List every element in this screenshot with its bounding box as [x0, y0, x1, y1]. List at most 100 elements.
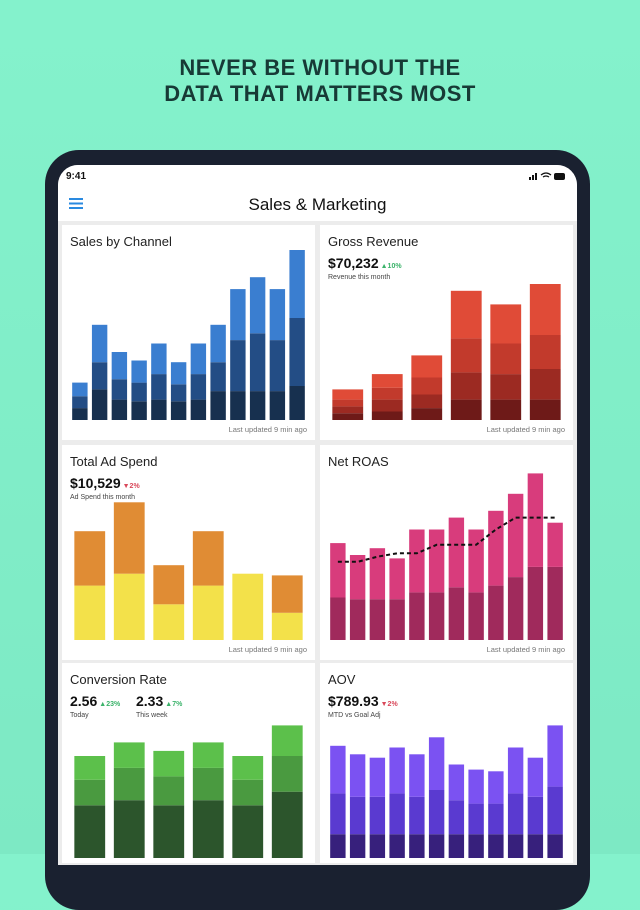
bar-segment	[527, 757, 544, 797]
bar-segment	[91, 362, 108, 390]
bar-segment	[389, 558, 405, 600]
bar-segment	[428, 592, 445, 640]
kpi-value: 2.33	[136, 693, 164, 709]
card-footer: Last updated 9 min ago	[228, 645, 307, 654]
bar-segment	[488, 803, 504, 835]
bar-segment	[389, 793, 405, 835]
bar-segment	[269, 340, 286, 392]
bar-segment	[330, 793, 346, 835]
bar-segment	[507, 834, 524, 858]
card-title: Total Ad Spend	[70, 454, 158, 469]
kpi: 2.33 ▲7% This week	[136, 693, 182, 719]
bar-segment	[349, 555, 366, 600]
bar-segment	[529, 369, 561, 400]
bar-segment	[74, 585, 106, 640]
bar-segment	[153, 604, 185, 640]
card-footer: Last updated 9 min ago	[486, 645, 565, 654]
bar-segment	[91, 324, 108, 363]
bar-segment	[72, 382, 88, 397]
bar-segment	[527, 566, 544, 640]
bar-segment	[210, 362, 226, 392]
kpi-sub: Today	[70, 712, 89, 719]
bar-segment	[170, 362, 187, 385]
bar-segment	[151, 343, 167, 375]
bar-segment	[269, 391, 286, 420]
bar-segment	[74, 756, 106, 780]
bar-segment	[192, 531, 224, 586]
bar-segment	[448, 834, 465, 858]
bar-segment	[371, 374, 403, 388]
bar-segment	[547, 834, 563, 858]
bar-segment	[389, 834, 405, 858]
bar-segment	[547, 725, 563, 787]
app-bar: 9:41 Sales & Marketing	[58, 165, 577, 221]
bar-segment	[74, 531, 106, 586]
bar-segment	[349, 599, 366, 640]
bar-segment	[547, 522, 563, 567]
bar-segment	[428, 529, 445, 593]
trend-arrow: ▼	[380, 701, 388, 708]
card-title: Net ROAS	[328, 454, 389, 469]
bar-segment	[450, 290, 482, 339]
chart	[74, 725, 303, 858]
bar-segment	[349, 834, 366, 858]
bar-segment	[332, 389, 364, 400]
bar-segment	[289, 250, 305, 318]
bar-segment	[153, 805, 185, 858]
bar-segment	[369, 757, 386, 797]
kpi-value: $70,232	[328, 255, 379, 271]
bar-segment	[190, 374, 207, 400]
bar-segment	[527, 834, 544, 858]
chart	[330, 725, 563, 858]
bar-segment	[448, 800, 465, 835]
bar-segment	[153, 776, 185, 806]
card-title: AOV	[328, 672, 356, 687]
kpi-row: $10,529 ▼2%	[70, 475, 140, 493]
bar-segment	[468, 769, 484, 804]
bar-segment	[527, 796, 544, 835]
chart	[72, 250, 305, 420]
bar-segment	[409, 834, 425, 858]
chart	[332, 284, 561, 420]
bar-segment	[468, 592, 484, 640]
bar-segment	[210, 391, 226, 420]
kpi-sub: Ad Spend this month	[70, 494, 135, 501]
kpi-row: 2.33 ▲7%	[136, 693, 182, 711]
card-footer: Last updated 9 min ago	[486, 425, 565, 434]
bar-segment	[529, 335, 561, 369]
bar-segment	[332, 406, 364, 414]
card-title: Sales by Channel	[70, 234, 172, 249]
bar-segment	[411, 408, 443, 420]
bar-segment	[371, 387, 403, 400]
bar-segment	[232, 756, 264, 780]
bar-segment	[371, 399, 403, 412]
bar-segment	[131, 360, 147, 383]
card: AOV $789.93 ▼2% MTD vs Goal Adj	[320, 663, 573, 863]
bar-segment	[369, 548, 386, 600]
bar-segment	[269, 289, 286, 341]
card: Net ROAS Last updated 9 min ago	[320, 445, 573, 660]
bar-segment	[371, 411, 403, 420]
trend-arrow: ▲	[380, 263, 388, 270]
menu-button[interactable]	[69, 198, 83, 209]
bar-segment	[411, 394, 443, 409]
bar-segment	[428, 790, 445, 835]
bar-segment	[330, 597, 346, 640]
bar-segment	[349, 796, 366, 835]
bar-segment	[529, 284, 561, 335]
bar-segment	[91, 389, 108, 420]
bar-segment	[468, 803, 484, 835]
kpi-change: 23%	[106, 701, 121, 708]
trend-arrow: ▲	[165, 701, 173, 708]
bar-segment	[289, 318, 305, 386]
kpi: 2.56 ▲23% Today	[70, 693, 120, 719]
bar-segment	[369, 834, 386, 858]
bar-segment	[488, 510, 504, 586]
bar-segment	[190, 343, 207, 375]
bar-segment	[113, 502, 145, 574]
bar-segment	[450, 372, 482, 400]
bar-segment	[230, 340, 246, 392]
bar-segment	[330, 543, 346, 598]
bar-segment	[131, 401, 147, 420]
